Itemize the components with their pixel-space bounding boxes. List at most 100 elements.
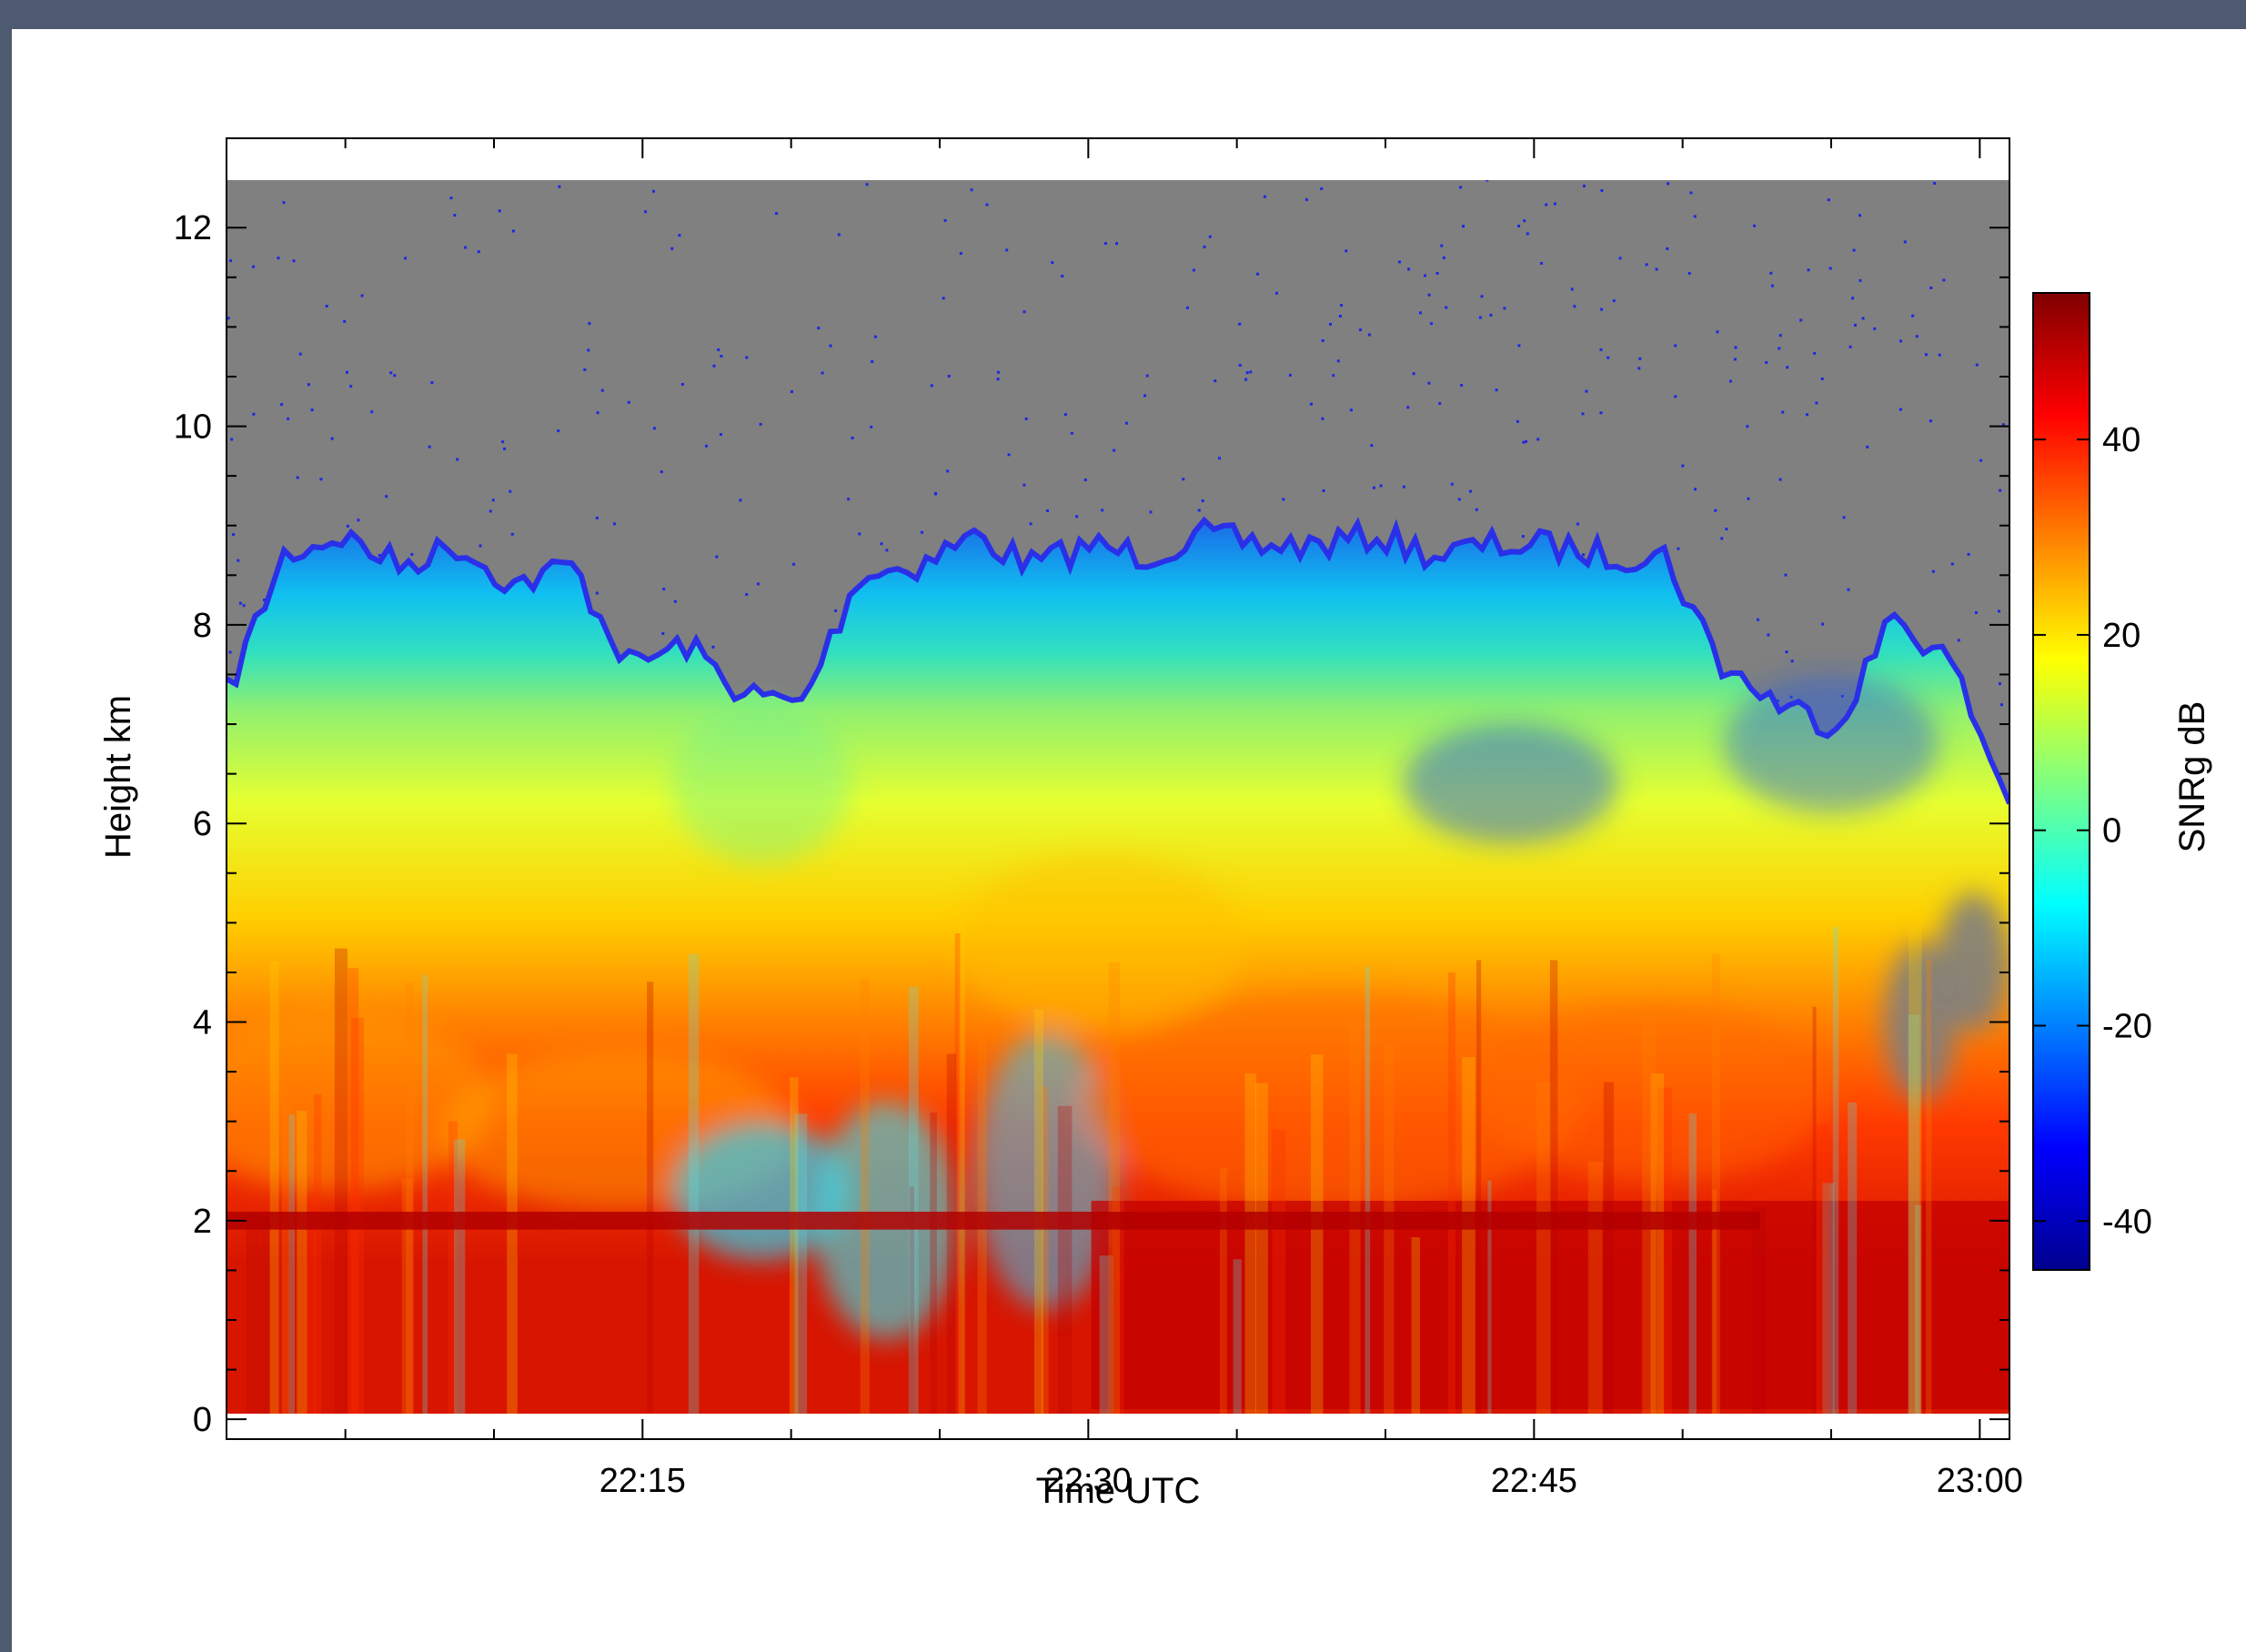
noise-speck bbox=[1784, 573, 1788, 577]
noise-speck bbox=[360, 294, 364, 297]
noise-speck bbox=[1933, 182, 1937, 185]
noise-speck bbox=[307, 383, 310, 387]
x-axis-title: Time UTC bbox=[1036, 1471, 1201, 1511]
noise-speck bbox=[1424, 274, 1426, 277]
noise-speck bbox=[613, 522, 616, 526]
fall-streak bbox=[1448, 972, 1455, 1414]
noise-speck bbox=[464, 246, 468, 249]
colorbar bbox=[2032, 292, 2090, 1271]
echo-texture-blob bbox=[1082, 992, 1582, 1211]
noise-speck bbox=[1600, 189, 1604, 192]
fall-streak bbox=[1041, 1086, 1049, 1414]
noise-speck bbox=[1645, 263, 1648, 267]
noise-speck bbox=[1693, 215, 1697, 218]
noise-speck bbox=[1778, 347, 1781, 350]
noise-speck bbox=[1070, 431, 1073, 435]
noise-speck bbox=[720, 433, 722, 437]
noise-speck bbox=[1340, 304, 1344, 307]
noise-speck bbox=[428, 445, 431, 448]
fall-streak bbox=[454, 1139, 466, 1414]
y-tick-label: 2 bbox=[193, 1203, 212, 1241]
noise-speck bbox=[1828, 267, 1832, 270]
noise-speck bbox=[1674, 344, 1677, 348]
noise-speck bbox=[1469, 489, 1472, 493]
noise-speck bbox=[1858, 278, 1862, 282]
noise-speck bbox=[1349, 408, 1353, 412]
noise-speck bbox=[1359, 328, 1362, 332]
y-tick-label: 8 bbox=[193, 607, 212, 645]
fall-streak bbox=[401, 1178, 413, 1414]
noise-speck bbox=[325, 305, 328, 307]
noise-speck bbox=[1687, 272, 1691, 275]
noise-speck bbox=[238, 601, 242, 605]
fall-streak bbox=[688, 953, 700, 1414]
noise-speck bbox=[1063, 413, 1067, 417]
fall-streak bbox=[909, 1186, 914, 1414]
noise-speck bbox=[1931, 569, 1935, 573]
noise-speck bbox=[662, 588, 666, 590]
noise-speck bbox=[858, 532, 861, 536]
noise-speck bbox=[1911, 314, 1915, 317]
noise-speck bbox=[1489, 313, 1493, 317]
noise-speck bbox=[263, 599, 266, 601]
fall-streak bbox=[1108, 962, 1120, 1414]
noise-speck bbox=[349, 385, 353, 388]
noise-speck bbox=[1942, 278, 1946, 282]
echo-texture-blob bbox=[1475, 1002, 1831, 1182]
noise-speck bbox=[287, 417, 290, 420]
colorbar-tick-label: -20 bbox=[2102, 1008, 2152, 1046]
noise-speck bbox=[759, 422, 762, 426]
noise-speck bbox=[996, 378, 1000, 381]
noise-speck bbox=[453, 214, 457, 217]
noise-speck bbox=[1674, 395, 1677, 398]
noise-speck bbox=[558, 185, 561, 188]
fall-streak bbox=[347, 968, 359, 1414]
noise-speck bbox=[596, 411, 599, 415]
fall-streak bbox=[1112, 1186, 1124, 1414]
noise-speck bbox=[389, 371, 393, 375]
noise-speck bbox=[1373, 486, 1375, 489]
noise-speck bbox=[298, 352, 302, 356]
noise-speck bbox=[1398, 260, 1401, 264]
noise-speck bbox=[1757, 618, 1759, 621]
x-axis: 22:15 22:30 22:45 23:00 bbox=[344, 138, 2023, 1500]
fall-streak bbox=[946, 1053, 957, 1414]
noise-speck bbox=[1720, 537, 1724, 540]
noise-speck bbox=[1570, 287, 1574, 291]
noise-speck bbox=[1440, 244, 1444, 247]
noise-speck bbox=[970, 188, 973, 192]
noise-speck bbox=[705, 444, 708, 448]
noise-speck bbox=[1402, 485, 1405, 489]
noise-speck bbox=[1282, 498, 1285, 501]
noise-speck bbox=[1746, 425, 1749, 428]
noise-speck bbox=[660, 470, 663, 474]
noise-speck bbox=[1029, 522, 1032, 526]
echo-top-edge bbox=[227, 516, 2009, 805]
noise-speck bbox=[512, 229, 515, 233]
noise-speck bbox=[1182, 478, 1185, 481]
noise-speck bbox=[491, 499, 495, 502]
noise-speck bbox=[1495, 388, 1498, 392]
noise-speck bbox=[1249, 370, 1253, 374]
noise-speck bbox=[678, 234, 681, 237]
noise-speck bbox=[1848, 345, 1852, 348]
fall-streak bbox=[1219, 1167, 1227, 1414]
noise-speck bbox=[1799, 318, 1803, 322]
noise-speck bbox=[627, 400, 630, 404]
noise-speck bbox=[1666, 247, 1669, 250]
noise-speck bbox=[1753, 224, 1757, 227]
noise-speck bbox=[1770, 284, 1774, 287]
fall-streak bbox=[1255, 1083, 1268, 1414]
noise-speck bbox=[310, 408, 314, 412]
noise-speck bbox=[1459, 186, 1463, 189]
noise-speck bbox=[790, 390, 793, 394]
noise-speck bbox=[1929, 287, 1933, 289]
noise-speck bbox=[232, 533, 236, 537]
noise-speck bbox=[357, 519, 360, 522]
fall-streak bbox=[1109, 1247, 1115, 1414]
noise-speck bbox=[1406, 406, 1410, 409]
noise-speck bbox=[230, 438, 234, 441]
fall-streak bbox=[1536, 1082, 1551, 1414]
noise-speck bbox=[1457, 498, 1461, 501]
y-tick-label: 10 bbox=[174, 408, 212, 447]
